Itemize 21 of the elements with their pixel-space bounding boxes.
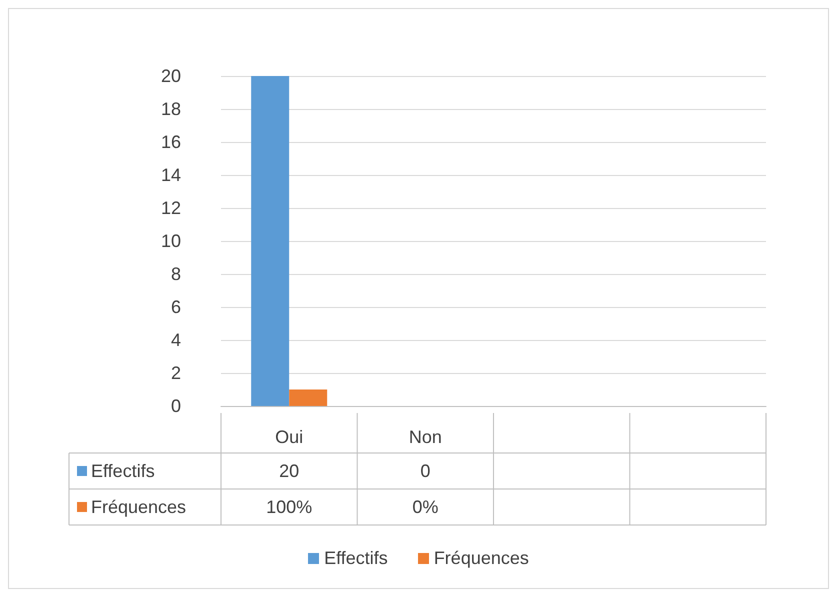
legend-label: Fréquences xyxy=(91,496,186,518)
legend-label: Effectifs xyxy=(91,460,155,482)
data-label: 0 xyxy=(420,461,430,481)
y-tick-label: 0 xyxy=(170,396,181,416)
y-tick-label: 10 xyxy=(160,231,181,251)
y-tick-label: 12 xyxy=(160,198,181,218)
y-tick-label: 8 xyxy=(170,264,181,284)
text: Effectifs xyxy=(324,548,388,568)
data-label: 0% xyxy=(412,497,438,517)
y-tick-label: 4 xyxy=(170,330,181,350)
y-tick-label: 18 xyxy=(160,99,181,119)
text: Fréquences xyxy=(434,548,529,568)
x-tick-label: Non xyxy=(408,427,442,447)
y-tick-label: 16 xyxy=(160,132,181,152)
data-label: 20 xyxy=(279,461,300,481)
y-tick-label: 14 xyxy=(160,165,181,185)
y-tick-label: 2 xyxy=(170,363,181,383)
y-tick-label: 6 xyxy=(170,297,181,317)
data-label: 100% xyxy=(266,497,312,517)
x-tick-label: Oui xyxy=(275,427,304,447)
y-tick-label: 20 xyxy=(160,66,181,86)
